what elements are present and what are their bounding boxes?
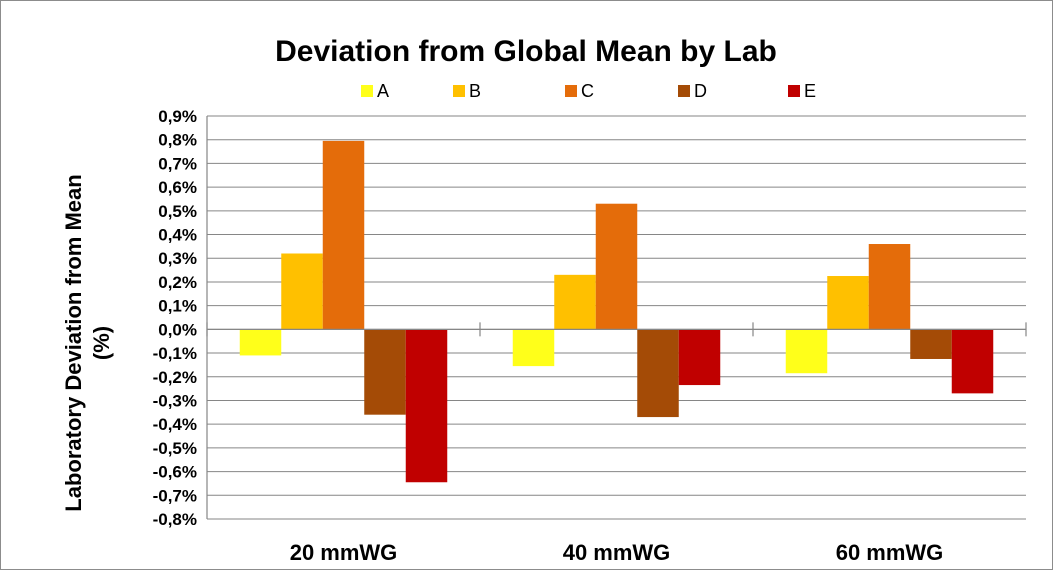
bar-E-3 [951,329,994,394]
bars [239,140,994,483]
y-tick-label: 0,6% [158,178,197,197]
y-tick-label: 0,9% [158,107,197,126]
legend-swatch-A [361,85,373,97]
y-tick-label: 0,3% [158,249,197,268]
y-tick-label: 0,7% [158,154,197,173]
y-tick-label: -0,2% [153,368,197,387]
legend-swatch-C [565,85,577,97]
y-axis-label: Laboratory Deviation from Mean (%) [61,174,114,511]
legend-swatch-B [453,85,465,97]
bar-A-2 [512,329,555,367]
bar-D-2 [637,329,679,418]
y-tick-label: 0,5% [158,202,197,221]
bar-C-3 [868,244,911,330]
y-tick-label: -0,6% [153,463,197,482]
y-tick-label: -0,4% [153,415,197,434]
legend-swatch-E [788,85,800,97]
x-category-label: 40 mmWG [563,540,671,565]
y-tick-label: -0,8% [153,510,197,529]
legend: A B C D E [361,81,816,101]
legend-label-E: E [804,81,816,101]
y-axis-label-line: (%) [89,326,114,360]
axes [206,116,1027,519]
y-tick-label: -0,1% [153,344,197,363]
legend-label-C: C [581,81,594,101]
y-axis-label-line: Laboratory Deviation from Mean [61,174,86,511]
bar-D-1 [364,329,406,415]
y-tick-label: -0,5% [153,439,197,458]
legend-label-D: D [694,81,707,101]
y-tick-label: 0,2% [158,273,197,292]
y-tick-label: 0,0% [158,320,197,339]
bar-E-1 [405,329,448,483]
bar-A-1 [239,329,282,356]
bar-D-3 [910,329,952,359]
y-tick-label: 0,1% [158,297,197,316]
x-axis-categories: 20 mmWG 40 mmWG 60 mmWG [290,540,944,565]
bar-B-1 [281,253,323,330]
x-category-label: 60 mmWG [836,540,944,565]
legend-label-A: A [377,81,389,101]
bar-C-2 [595,203,638,330]
bar-B-2 [554,274,596,330]
legend-swatch-D [678,85,690,97]
y-axis-ticks: -0,8% -0,7% -0,6% -0,5% -0,4% -0,3% -0,2% -0,1%… [153,107,197,529]
legend-label-B: B [469,81,481,101]
y-tick-label: -0,7% [153,486,197,505]
x-category-label: 20 mmWG [290,540,398,565]
bar-C-1 [322,140,365,330]
bar-E-2 [678,329,721,386]
bar-A-3 [785,329,828,374]
bar-B-3 [827,276,869,330]
chart-title: Deviation from Global Mean by Lab [275,35,777,68]
y-tick-label: 0,4% [158,226,197,245]
y-tick-label: 0,8% [158,131,197,150]
y-tick-label: -0,3% [153,391,197,410]
